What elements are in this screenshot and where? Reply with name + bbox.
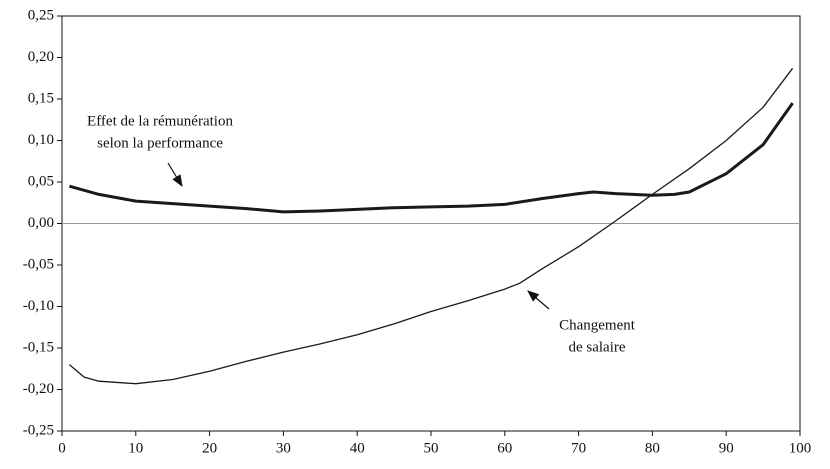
annotation: de salaire	[568, 339, 625, 355]
y-tick-label: 0,10	[28, 132, 54, 148]
y-tick-label: 0,25	[28, 7, 54, 23]
x-tick-label: 30	[276, 440, 291, 456]
x-tick-label: 50	[424, 440, 439, 456]
y-tick-label: -0,10	[23, 298, 54, 314]
y-tick-label: 0,20	[28, 49, 54, 65]
y-tick-label: -0,20	[23, 381, 54, 397]
y-tick-label: 0,00	[28, 215, 54, 231]
annotation: Changement	[559, 317, 636, 333]
x-tick-label: 0	[58, 440, 66, 456]
annotation: selon la performance	[97, 135, 223, 151]
y-tick-label: -0,05	[23, 256, 54, 272]
annotation-arrow	[167, 162, 183, 188]
series-line	[68, 67, 794, 385]
annotation: Effet de la rémunération	[87, 113, 233, 129]
x-tick-label: 100	[789, 440, 812, 456]
y-tick-label: 0,15	[28, 90, 54, 106]
y-tick-label: -0,25	[23, 422, 54, 438]
y-tick-label: 0,05	[28, 173, 54, 189]
annotation-arrow	[527, 290, 550, 310]
series-line	[68, 102, 794, 214]
x-tick-label: 90	[719, 440, 734, 456]
x-tick-label: 80	[645, 440, 660, 456]
y-tick-label: -0,15	[23, 339, 54, 355]
x-tick-label: 40	[350, 440, 365, 456]
x-tick-label: 20	[202, 440, 217, 456]
x-tick-label: 60	[497, 440, 512, 456]
x-tick-label: 10	[128, 440, 143, 456]
x-tick-label: 70	[571, 440, 586, 456]
